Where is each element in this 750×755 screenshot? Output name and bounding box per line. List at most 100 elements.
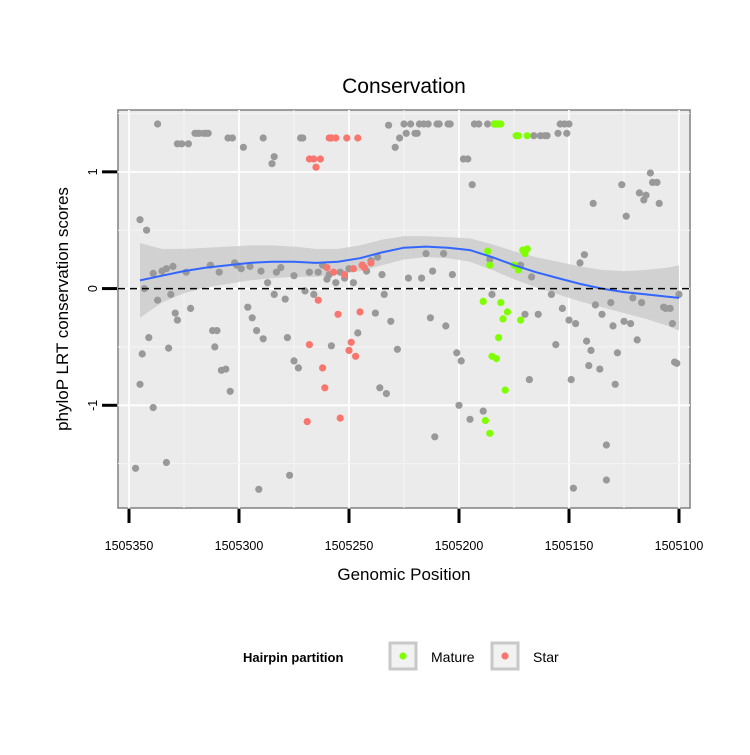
point-mature <box>514 132 523 140</box>
point-other <box>442 322 450 330</box>
point-other <box>376 384 384 392</box>
point-star <box>349 265 357 273</box>
point-other <box>244 303 252 311</box>
point-other <box>558 304 567 312</box>
point-other <box>327 342 335 350</box>
point-other <box>534 310 542 318</box>
point-other <box>673 359 681 367</box>
point-other <box>290 357 298 365</box>
point-other <box>576 259 584 267</box>
point-other <box>602 476 611 484</box>
point-star <box>336 414 344 422</box>
point-other <box>257 267 265 275</box>
point-other <box>567 376 575 384</box>
point-other <box>211 343 219 351</box>
point-other <box>668 320 677 328</box>
point-other <box>294 364 302 372</box>
point-other <box>332 279 340 287</box>
point-other <box>448 271 456 279</box>
point-other <box>154 120 162 128</box>
point-star <box>303 418 311 426</box>
point-other <box>149 404 157 412</box>
point-other <box>154 296 162 304</box>
point-other <box>349 279 357 287</box>
point-other <box>528 273 536 281</box>
point-other <box>587 346 595 354</box>
point-star <box>316 155 324 163</box>
point-other <box>580 251 589 259</box>
point-other <box>136 216 144 224</box>
point-other <box>618 181 626 189</box>
legend-title: Hairpin partition <box>243 650 343 665</box>
point-other <box>380 290 388 298</box>
point-star <box>343 134 351 142</box>
point-star <box>334 310 342 318</box>
point-mature <box>517 316 525 324</box>
point-other <box>270 153 278 161</box>
point-other <box>611 380 619 388</box>
point-star <box>354 134 362 142</box>
point-other <box>620 317 628 325</box>
point-other <box>169 262 177 270</box>
legend: Hairpin partition Mature Star <box>243 641 559 671</box>
point-other <box>184 140 192 148</box>
point-mature <box>486 429 494 437</box>
x-tick-label: 1505200 <box>435 539 484 553</box>
point-other <box>259 335 267 343</box>
point-other <box>666 304 674 312</box>
point-other <box>400 120 408 128</box>
point-star <box>312 163 320 171</box>
x-tick-label: 1505100 <box>655 539 704 553</box>
point-other <box>422 250 430 258</box>
point-other <box>426 314 434 322</box>
point-other <box>633 336 641 344</box>
x-tick-label: 1505350 <box>105 539 154 553</box>
point-star <box>305 341 313 349</box>
point-other <box>466 415 474 423</box>
point-star <box>330 268 338 276</box>
point-other <box>136 380 144 388</box>
point-other <box>305 268 313 276</box>
point-star <box>347 338 355 346</box>
x-axis-label: Genomic Position <box>337 565 470 584</box>
point-other <box>424 120 432 128</box>
point-other <box>552 341 560 349</box>
point-other <box>299 134 307 142</box>
point-star <box>352 352 360 360</box>
point-other <box>255 485 263 493</box>
point-other <box>521 310 529 318</box>
point-other <box>475 120 483 128</box>
point-star <box>310 155 318 163</box>
y-tick-label: -1 <box>86 400 100 411</box>
point-other <box>248 314 256 322</box>
point-other <box>653 178 661 186</box>
point-other <box>173 316 181 324</box>
scatter-points <box>132 120 683 493</box>
point-other <box>259 134 267 142</box>
point-star <box>360 264 368 272</box>
point-other <box>646 169 655 177</box>
point-other <box>167 290 175 298</box>
point-other <box>268 160 276 168</box>
point-other <box>213 327 221 335</box>
point-star <box>319 364 327 372</box>
x-tick-label: 1505300 <box>215 539 264 553</box>
point-other <box>598 310 606 318</box>
point-other <box>393 345 401 353</box>
point-other <box>264 279 272 287</box>
point-mature <box>503 308 511 316</box>
point-other <box>387 317 395 325</box>
point-other <box>565 316 573 324</box>
point-other <box>371 309 379 317</box>
point-other <box>638 299 646 307</box>
point-other <box>468 181 476 189</box>
point-other <box>585 362 593 370</box>
point-other <box>286 471 294 479</box>
point-other <box>374 253 382 261</box>
point-other <box>246 262 254 270</box>
grid-lines <box>118 110 690 508</box>
point-other <box>237 265 245 273</box>
point-other <box>609 322 617 330</box>
point-other <box>385 121 393 129</box>
